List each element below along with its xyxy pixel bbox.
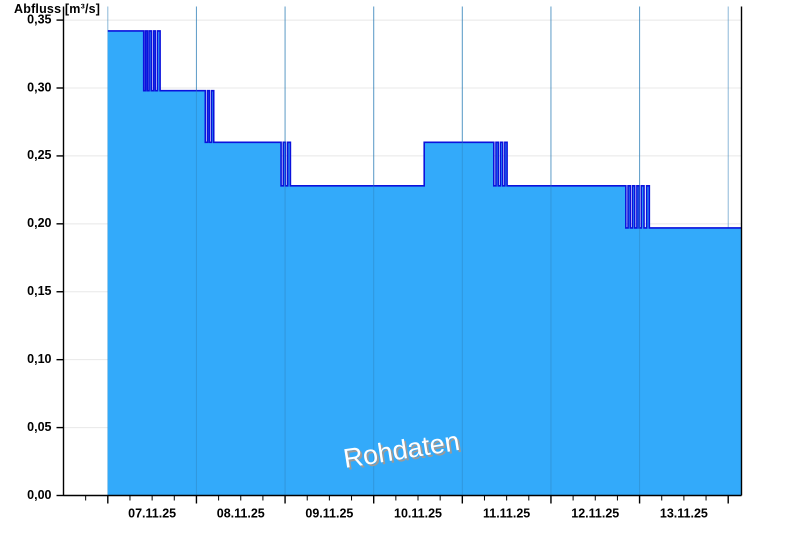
y-tick-label: 0,00 — [27, 488, 51, 502]
y-tick-label: 0,30 — [27, 80, 51, 94]
x-tick-label: 07.11.25 — [128, 507, 176, 521]
y-tick-label: 0,25 — [27, 148, 51, 162]
x-tick-label: 11.11.25 — [483, 507, 530, 521]
x-axis-ticks — [85, 495, 729, 504]
x-axis-tick-labels: 07.11.25 08.11.25 09.11.25 10.11.25 11.11.25… — [128, 507, 708, 521]
y-tick-label: 0,10 — [27, 352, 51, 366]
y-tick-label: 0,35 — [27, 12, 51, 26]
y-axis-ticks — [56, 19, 64, 497]
x-tick-label: 10.11.25 — [394, 507, 442, 521]
series-fill — [107, 30, 742, 496]
y-tick-label: 0,05 — [27, 420, 51, 434]
x-tick-label: 13.11.25 — [660, 507, 708, 521]
x-tick-label: 12.11.25 — [571, 507, 619, 521]
x-tick-label: 09.11.25 — [305, 507, 353, 521]
series-area-abfluss — [107, 6, 742, 496]
x-tick-label: 08.11.25 — [217, 507, 265, 521]
y-tick-label: 0,15 — [27, 284, 51, 298]
y-tick-label: 0,20 — [27, 216, 51, 230]
y-axis-tick-labels: 0,35 0,30 0,25 0,20 0,15 0,10 0,05 0,00 — [27, 12, 51, 501]
series-step-line — [107, 30, 742, 229]
y-axis-title: Abfluss [m³/s] — [14, 2, 101, 16]
